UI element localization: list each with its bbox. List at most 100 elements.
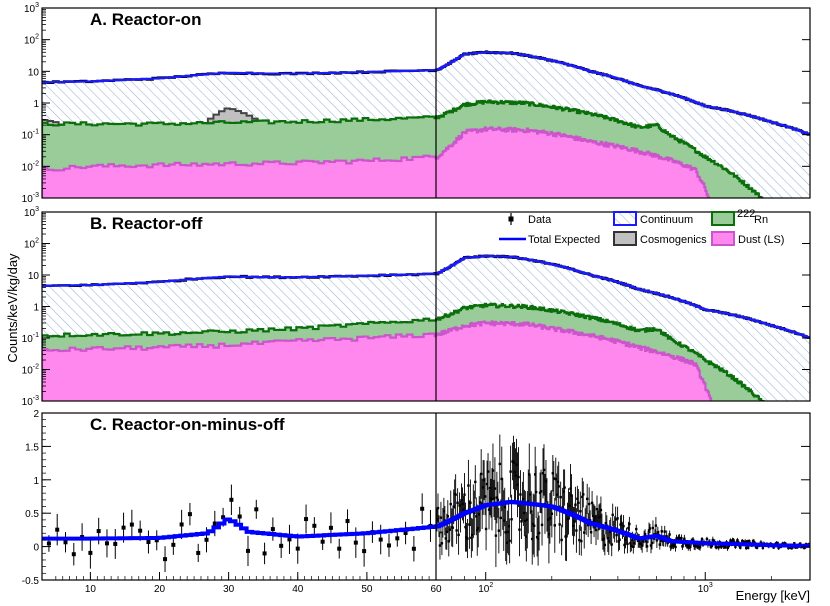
data-point (726, 546, 729, 549)
data-point (622, 524, 625, 528)
data-point (603, 543, 607, 547)
data-point (146, 539, 151, 544)
data-point (490, 498, 494, 501)
data-point (761, 546, 765, 550)
data-point (478, 501, 482, 504)
data-point (458, 504, 461, 507)
data-point (715, 546, 718, 549)
data-point (529, 493, 532, 496)
data-point (759, 541, 763, 544)
data-point (593, 516, 597, 519)
data-point (670, 544, 673, 547)
data-point (614, 518, 617, 521)
data-point (555, 493, 558, 496)
data-point (523, 511, 526, 515)
data-point (467, 484, 470, 487)
data-point (566, 517, 569, 521)
data-point (171, 542, 176, 547)
data-point (536, 537, 540, 540)
data-point (121, 525, 126, 530)
data-point (531, 522, 535, 526)
data-point (671, 542, 674, 546)
data-point (681, 545, 684, 548)
data-point (798, 542, 802, 545)
panel-C-xtick-label: 60 (430, 584, 442, 595)
data-point (499, 516, 503, 520)
data-point (618, 538, 621, 541)
panel-B-total (42, 254, 810, 339)
data-point (345, 519, 350, 524)
data-point (466, 537, 469, 540)
data-point (650, 541, 654, 545)
panel-B-ytick-label: 103 (24, 206, 39, 219)
data-point (96, 529, 101, 534)
panel-B: 10-3 10-2 10-1 1 10 102 103 B. Reactor-off (22, 206, 811, 408)
data-point (686, 544, 689, 547)
data-point (447, 540, 450, 543)
panel-A-dust (42, 126, 710, 198)
legend-radon: 222 Rn (711, 208, 768, 226)
data-point (503, 505, 506, 509)
data-point (643, 533, 647, 536)
legend-data-label: Data (528, 214, 552, 226)
data-point (562, 490, 565, 493)
data-point (705, 537, 709, 541)
data-point (471, 533, 474, 537)
data-point (187, 512, 192, 517)
data-point (629, 542, 632, 545)
data-point (420, 506, 425, 511)
data-point (656, 531, 660, 534)
data-point (632, 545, 635, 548)
data-point (563, 486, 566, 489)
panel-B-ytick-label: 1 (33, 303, 39, 314)
data-point (468, 523, 471, 526)
data-point (469, 501, 472, 504)
data-point (577, 501, 580, 504)
data-point (500, 477, 503, 481)
data-point (439, 516, 443, 519)
data-point (506, 530, 509, 534)
data-point (547, 532, 551, 536)
data-point (587, 502, 591, 506)
data-point (700, 538, 704, 541)
data-point (641, 539, 645, 543)
data-point (776, 541, 779, 545)
data-point (541, 472, 545, 475)
data-point (337, 546, 342, 551)
data-point (481, 486, 485, 489)
data-point (755, 546, 759, 549)
data-point (312, 523, 317, 528)
data-point (583, 531, 586, 534)
data-point (599, 508, 603, 512)
data-point (534, 490, 538, 494)
data-point (497, 529, 501, 532)
data-point (745, 540, 749, 543)
data-point (452, 505, 455, 508)
legend-data: Data (508, 213, 552, 226)
data-point (515, 463, 518, 466)
data-point (138, 528, 143, 533)
panel-A-ytick-label: 10-1 (22, 129, 39, 142)
data-point (594, 528, 598, 532)
data-point (630, 544, 633, 548)
legend-continuum-label: Continuum (640, 214, 693, 226)
data-point (63, 540, 68, 545)
data-point (651, 526, 655, 530)
panel-B-title: B. Reactor-off (90, 214, 203, 233)
panel-A-ytick-label: 102 (24, 34, 39, 47)
data-point (590, 501, 594, 505)
data-point (262, 551, 267, 556)
data-point (512, 461, 515, 464)
data-point (496, 498, 500, 501)
data-point (254, 507, 259, 512)
data-point (557, 485, 560, 488)
data-point (71, 552, 76, 557)
legend-cosmogenics-label: Cosmogenics (640, 234, 707, 246)
data-point (514, 474, 517, 477)
data-point (739, 546, 742, 549)
data-point (378, 537, 383, 542)
data-point (520, 520, 523, 523)
data-point (462, 508, 465, 511)
data-point (221, 515, 226, 520)
data-point (457, 533, 460, 537)
